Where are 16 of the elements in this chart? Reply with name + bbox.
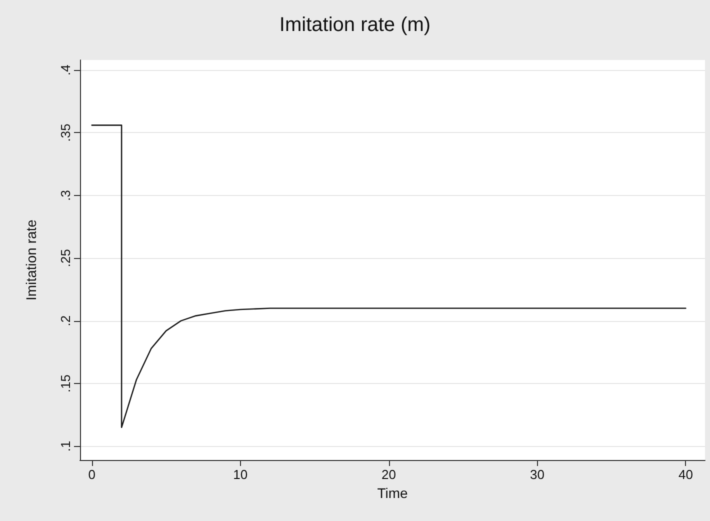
chart-title: Imitation rate (m) bbox=[279, 14, 431, 36]
y-tick-label: .4 bbox=[58, 64, 73, 76]
y-tick-label: .3 bbox=[58, 190, 73, 201]
y-tick-label: .15 bbox=[58, 374, 73, 393]
x-tick-label: 40 bbox=[678, 467, 693, 482]
x-tick-label: 0 bbox=[88, 467, 96, 482]
x-tick-label: 30 bbox=[530, 467, 544, 482]
x-tick-label: 10 bbox=[233, 467, 248, 482]
line-series bbox=[91, 124, 686, 428]
y-axis-title: Imitation rate bbox=[23, 219, 39, 300]
y-tick-label: .25 bbox=[58, 249, 73, 268]
x-axis-title: Time bbox=[377, 484, 408, 501]
y-tick-label: .35 bbox=[58, 124, 73, 142]
y-tick-label: .1 bbox=[58, 440, 73, 452]
y-tick-label: .2 bbox=[58, 315, 73, 326]
x-tick-label: 20 bbox=[382, 467, 396, 482]
